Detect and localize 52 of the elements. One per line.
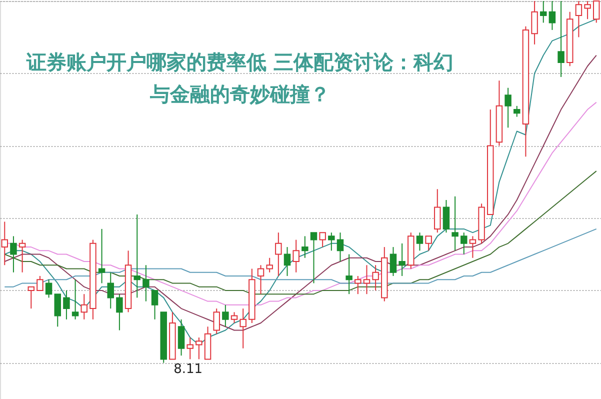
candlestick: [151, 290, 158, 320]
candlestick: [336, 232, 344, 262]
candlestick: [540, 0, 547, 24]
candlestick: [72, 279, 79, 320]
candlestick: [240, 308, 246, 349]
candlestick: [558, 0, 564, 78]
candlestick: [504, 87, 512, 128]
candlestick: [354, 275, 362, 295]
candlestick: [178, 318, 185, 356]
candlestick: [257, 264, 264, 295]
candlestick: [107, 272, 114, 310]
candlestick: [116, 294, 123, 331]
candlestick: [372, 264, 379, 291]
candlestick: [319, 232, 326, 248]
candlestick: [346, 254, 352, 295]
candlestick: [460, 232, 468, 255]
candlestick: [363, 264, 370, 295]
candlestick: [266, 257, 273, 273]
candlestick: [390, 246, 397, 276]
candlestick: [548, 0, 556, 30]
candlestick: [45, 279, 52, 298]
candlestick: [98, 228, 106, 284]
candlestick: [10, 236, 17, 273]
candlestick: [230, 312, 238, 324]
candlestick: [434, 188, 441, 234]
candlestick: [18, 239, 26, 273]
candlestick: [514, 105, 520, 118]
candlestick: [469, 236, 476, 258]
candlestick: [186, 336, 194, 360]
candlestick: [213, 308, 220, 334]
candlestick: [328, 232, 335, 252]
candlestick: [398, 242, 406, 276]
candlestick: [142, 264, 150, 302]
annotation: 8.11: [174, 362, 203, 377]
text: 证券账户开户哪家的费率低 三体配资讨论：科幻与金融的奇妙碰撞？: [26, 50, 454, 106]
candlestick: [196, 336, 202, 360]
candlestick: [63, 290, 70, 320]
candlestick: [284, 246, 291, 276]
candlestick: [292, 239, 300, 273]
candlestick: [275, 232, 282, 276]
candlestick: [222, 304, 229, 328]
candlestick: [452, 196, 458, 252]
candlestick: [54, 294, 61, 328]
candlestick: [442, 200, 450, 234]
candlestick: [425, 236, 432, 252]
candlestick: [36, 275, 44, 291]
candlestick: [28, 286, 34, 310]
candlestick: [302, 236, 308, 258]
candlestick: [416, 232, 424, 252]
candlestick: [80, 294, 88, 320]
candlestick: [134, 214, 140, 298]
candlestick: [310, 232, 318, 284]
